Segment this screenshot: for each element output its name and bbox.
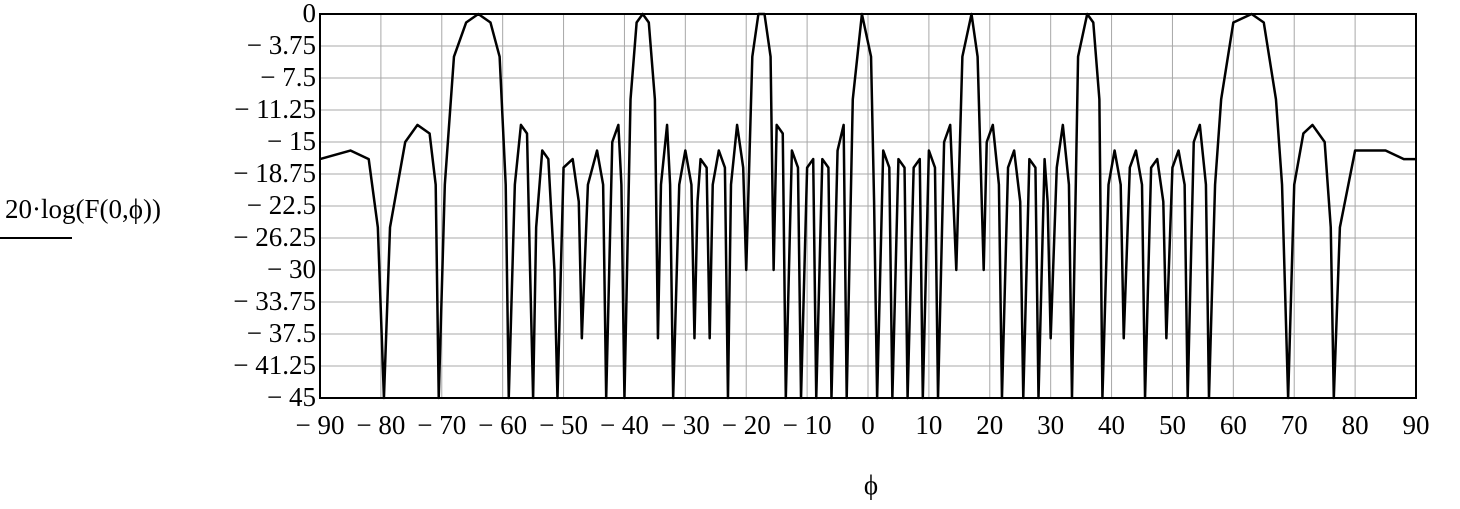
y-tick-label: − 18.75 [233,158,316,188]
y-tick-label: − 26.25 [233,222,316,252]
y-tick-label: − 45 [267,382,316,412]
x-tick-label: − 10 [783,410,832,440]
x-tick-label: 90 [1403,410,1430,440]
x-tick-label: 20 [976,410,1003,440]
y-tick-label: − 3.75 [247,30,316,60]
plot-frame [319,13,1417,399]
x-tick-label: 70 [1281,410,1308,440]
x-tick-label: − 90 [296,410,345,440]
x-tick-label: 80 [1342,410,1369,440]
y-tick-label: 0 [303,0,317,28]
x-tick-label: 40 [1098,410,1125,440]
y-tick-label: − 41.25 [233,350,316,380]
y-tick-label: − 33.75 [233,286,316,316]
x-tick-label: − 60 [478,410,527,440]
y-tick-label: − 22.5 [247,190,316,220]
x-tick-label: 50 [1159,410,1186,440]
x-tick-label: 10 [915,410,942,440]
x-tick-label: 60 [1220,410,1247,440]
x-tick-label: − 40 [600,410,649,440]
y-tick-label: − 15 [267,126,316,156]
y-tick-label: − 37.5 [247,318,316,348]
x-tick-label: − 50 [539,410,588,440]
y-tick-label: − 30 [267,254,316,284]
x-tick-label: − 70 [417,410,466,440]
y-tick-label: − 7.5 [260,62,316,92]
x-axis-label: ϕ [864,470,878,500]
x-tick-label: − 30 [661,410,710,440]
y-tick-label: − 11.25 [234,94,316,124]
x-tick-label: 30 [1037,410,1064,440]
x-tick-label: − 80 [356,410,405,440]
data-line [319,12,1416,400]
y-axis-label: 20·log(F(0,ϕ)) [5,194,161,224]
x-tick-label: − 20 [722,410,771,440]
x-tick-label: 0 [861,410,875,440]
